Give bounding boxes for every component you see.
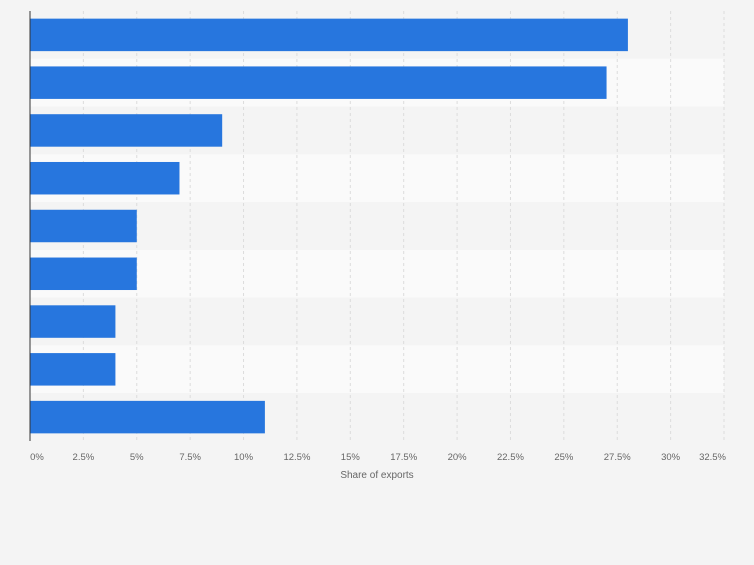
x-tick-label: 10%: [234, 452, 254, 463]
x-tick-label: 7.5%: [179, 452, 201, 463]
row-band: [30, 297, 724, 346]
x-tick-label: 15%: [341, 452, 361, 463]
x-tick-label: 5%: [130, 452, 144, 463]
bar: [30, 400, 265, 434]
x-axis-label: Share of exports: [340, 470, 413, 481]
x-tick-label: 22.5%: [497, 452, 524, 463]
bar: [30, 114, 223, 147]
x-tick-label: 17.5%: [390, 452, 417, 463]
x-tick-label: 32.5%: [699, 452, 726, 463]
bar: [30, 353, 116, 386]
x-tick-label: 27.5%: [604, 452, 631, 463]
bar: [30, 257, 137, 291]
x-tick-label: 20%: [448, 452, 468, 463]
bar: [30, 18, 628, 52]
x-tick-label: 25%: [554, 452, 574, 463]
row-band: [30, 249, 724, 298]
x-tick-label: 2.5%: [73, 452, 95, 463]
bars: [30, 18, 628, 434]
row-band: [30, 345, 724, 394]
row-band: [30, 202, 724, 250]
bar: [30, 209, 137, 243]
x-tick-label: 12.5%: [283, 452, 310, 463]
x-tick-labels: 0% 2.5% 5% 7.5% 10% 12.5% 15% 17.5% 20% 22.5% 25% 2…: [30, 452, 726, 463]
bar: [30, 305, 116, 338]
x-tick-label: 30%: [661, 452, 681, 463]
x-tick-label: 0%: [30, 452, 44, 463]
bar: [30, 161, 180, 195]
bar: [30, 66, 607, 99]
